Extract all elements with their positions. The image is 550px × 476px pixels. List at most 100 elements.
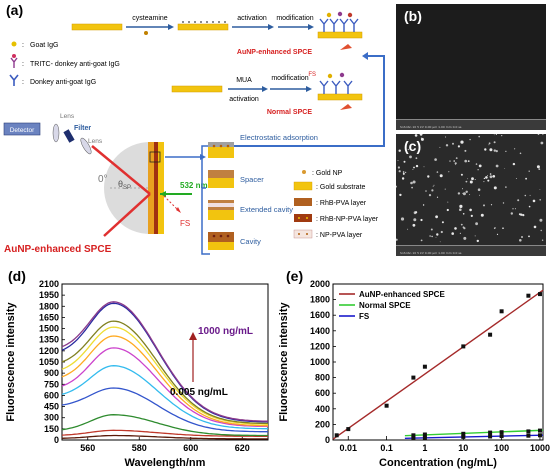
molecule-icon [144, 31, 148, 35]
data-point [411, 375, 416, 380]
sem-particle [420, 137, 422, 139]
detector-label: Detector [10, 127, 35, 134]
sem-particle [502, 227, 504, 229]
sem-particle [414, 134, 418, 137]
sem-particle [462, 226, 465, 229]
sem-particle [476, 239, 479, 243]
sem-particle [409, 155, 412, 159]
spectrum-line [61, 387, 268, 433]
panel-label-d: (d) [8, 268, 26, 284]
sem-particle [487, 179, 490, 182]
sem-particle [537, 134, 540, 135]
sem-particle [406, 150, 408, 152]
sem-particle [519, 152, 522, 155]
sem-particle [432, 185, 434, 187]
material-rhb-pva: : RhB-PVA layer [316, 200, 367, 207]
y-tick-label-d: 1200 [39, 346, 59, 356]
sem-particle [459, 208, 462, 211]
sem-particle [525, 177, 527, 180]
panel-label-b: (b) [404, 8, 422, 24]
spectrum-line [61, 434, 268, 440]
y-tick-label-d: 1050 [39, 357, 59, 367]
sem-particle [484, 148, 487, 151]
sem-particle [460, 223, 463, 226]
data-point [411, 433, 416, 438]
sem-particle [435, 236, 437, 238]
layer-rhb [154, 142, 158, 234]
gold-strip-1 [71, 23, 123, 31]
sem-particle [401, 177, 405, 180]
step-activation-2: activation [229, 96, 259, 103]
rhb-np-pva-dot-2 [306, 217, 308, 219]
x-tick-label-d: 580 [132, 443, 147, 453]
sem-particle [542, 134, 544, 136]
lens-2-label: Lens [88, 138, 103, 145]
sem-particle [447, 201, 449, 203]
sem-particle [415, 211, 418, 214]
data-point [411, 436, 416, 441]
sem-particle [446, 208, 449, 212]
zoom-arrow-head [200, 154, 206, 160]
legend-label: Normal SPCE [359, 301, 411, 310]
y-tick-label-d: 1350 [39, 335, 59, 345]
sem-image-b: SnSnSn 10 5 kV 0.00 μm 1.00 mm 0.0 ss [396, 4, 546, 130]
sem-particle [462, 192, 466, 196]
y-tick-label-e: 200 [315, 419, 330, 429]
x-tick-label-d: 560 [80, 443, 95, 453]
sem-particle [465, 180, 468, 183]
fit-line [332, 289, 544, 440]
structures-bracket [201, 145, 210, 255]
sem-particle [492, 175, 496, 178]
sem-particle [541, 239, 544, 241]
material-np-pva: : NP-PVA layer [316, 232, 363, 239]
laser-label: 532 nm [180, 181, 208, 190]
sem-c-particles [396, 134, 544, 243]
sem-particle [470, 214, 473, 217]
spce-beam-down [103, 193, 151, 237]
sem-particle [533, 225, 537, 229]
sem-particle [422, 204, 425, 206]
sem-particle [430, 228, 433, 231]
x-tick-label-e: 10 [458, 443, 468, 453]
y-tick-label-d: 1500 [39, 324, 59, 334]
fs-head [176, 207, 181, 213]
goat-igg-icon [11, 41, 17, 47]
sem-particle [455, 164, 456, 166]
sem-particle [436, 171, 439, 173]
np-pva-dot-2 [306, 233, 308, 235]
emission-arrow-2 [340, 104, 352, 110]
fit-line [404, 434, 544, 439]
spectrum-line [61, 365, 268, 430]
sem-particle [528, 170, 530, 172]
sem-particle [483, 204, 485, 207]
fs-beam [163, 195, 179, 211]
material-gold-substrate: : Gold substrate [316, 184, 366, 191]
spectrum-line [61, 335, 268, 427]
structure-cavity-icon [208, 232, 234, 250]
y-tick-label-e: 1000 [310, 357, 330, 367]
sem-particle [467, 178, 469, 180]
data-point [461, 431, 466, 436]
sem-particle [448, 171, 450, 173]
sem-particle [427, 175, 430, 178]
data-point [422, 435, 427, 440]
data-point [538, 428, 542, 433]
y-tick-label-d: 1950 [39, 290, 59, 300]
y-tick-label-e: 400 [315, 404, 330, 414]
sem-particle [489, 148, 493, 152]
sem-particle [496, 233, 499, 235]
data-point [538, 433, 542, 438]
y-tick-label-e: 600 [315, 388, 330, 398]
sem-particle [412, 168, 414, 170]
sem-particle [480, 213, 484, 217]
y-tick-label-e: 800 [315, 373, 330, 383]
sem-particle [440, 230, 443, 234]
lens-1-label: Lens [60, 113, 75, 120]
sem-particle [521, 236, 523, 238]
sem-particle [412, 180, 416, 184]
y-tick-label-e: 1600 [310, 310, 330, 320]
sem-particle [399, 193, 402, 197]
x-tick-label-d: 620 [235, 443, 250, 453]
sem-particle [415, 157, 418, 160]
aunp-spce-label: AuNP-enhanced SPCE [4, 244, 112, 255]
